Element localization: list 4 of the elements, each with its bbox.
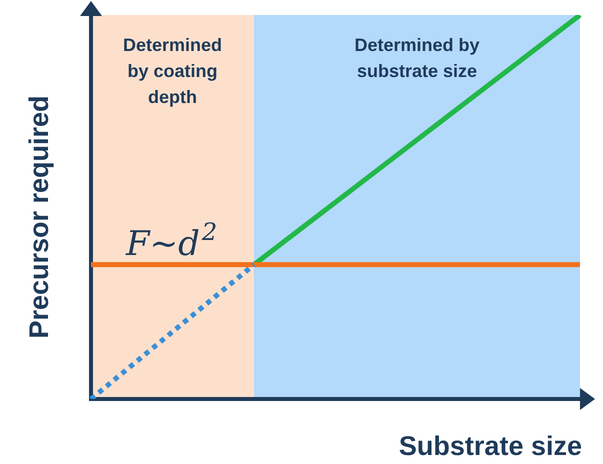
x-axis-title: Substrate size [398, 431, 582, 461]
y-axis-title: Precursor required [24, 95, 54, 339]
annotation: Determined by coating depth [122, 34, 222, 107]
annotation: Determined by substrate size [354, 34, 480, 81]
